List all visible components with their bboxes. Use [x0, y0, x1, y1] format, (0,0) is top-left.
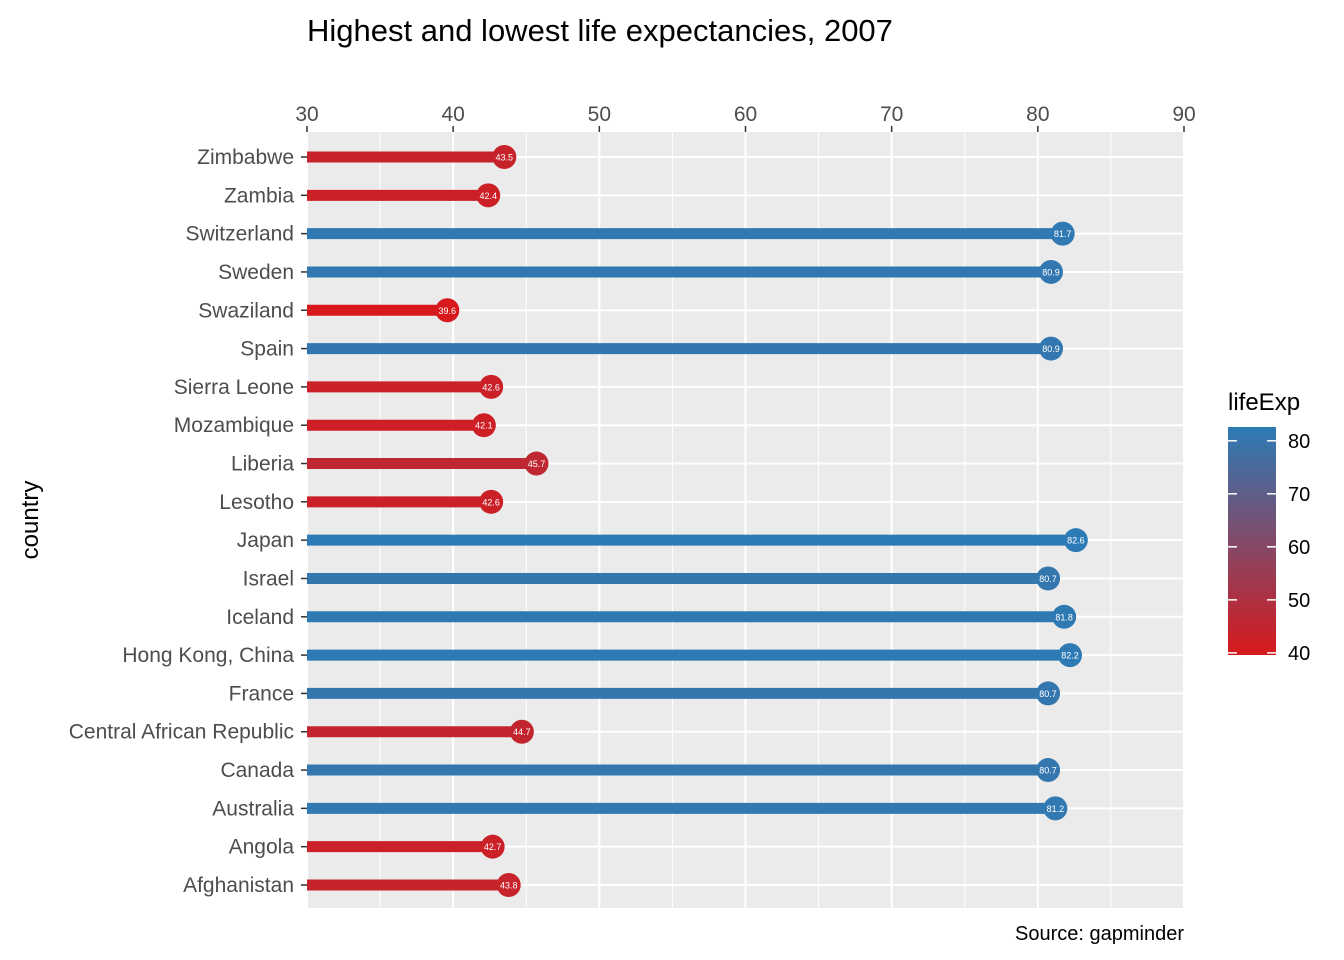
- legend-tick-label: 60: [1288, 537, 1310, 559]
- x-tick-label: 50: [588, 103, 611, 126]
- lollipop-dot: [496, 873, 521, 897]
- chart-title: Highest and lowest life expectancies, 20…: [307, 13, 893, 48]
- y-tick-label: Mozambique: [174, 414, 294, 437]
- y-tick-label: Afghanistan: [183, 874, 294, 897]
- lollipop-dot: [1057, 643, 1082, 668]
- major-gridlines-x: [306, 132, 1185, 908]
- lollipop-dot: [1050, 221, 1075, 246]
- y-tick-label: Canada: [220, 759, 294, 782]
- lollipop-dot: [1052, 604, 1077, 629]
- y-axis: Zimbabwe Zambia Switzerland Sweden Swaziland…: [69, 146, 307, 897]
- y-tick-label: Sweden: [218, 261, 294, 284]
- lollipop-dot: [1036, 566, 1061, 591]
- lollipop-dot: [1038, 336, 1063, 361]
- y-tick-label: Liberia: [231, 453, 294, 476]
- legend-tick-label: 70: [1288, 484, 1310, 506]
- y-axis-title: country: [17, 481, 44, 560]
- x-tick-label: 60: [734, 103, 757, 126]
- y-tick-label: France: [229, 682, 294, 705]
- y-tick-label: Angola: [229, 836, 295, 859]
- lollipop-dot: [524, 451, 549, 476]
- lollipop-dot: [1063, 528, 1088, 553]
- x-tick-label: 40: [441, 103, 464, 126]
- lollipop-marks: 43.5 42.4 81.7 80.9 39.6 80.9 42.6 42.1 45.7 42.6…: [307, 145, 1088, 897]
- data-label: 80.9: [1042, 267, 1060, 277]
- data-label: 80.7: [1039, 766, 1057, 776]
- y-tick-label: Lesotho: [219, 491, 294, 514]
- lollipop-dot: [492, 145, 517, 169]
- y-tick-label: Switzerland: [185, 223, 294, 246]
- y-tick-label: Israel: [243, 567, 294, 590]
- y-tick-label: Japan: [237, 529, 294, 552]
- lollipop-dot: [476, 183, 501, 208]
- data-label: 42.7: [484, 842, 502, 852]
- legend-title: lifeExp: [1228, 389, 1300, 416]
- data-label: 80.7: [1039, 689, 1057, 699]
- lollipop-dot: [1036, 758, 1061, 783]
- y-tick-label: Swaziland: [198, 299, 294, 322]
- lollipop-dot: [435, 298, 460, 323]
- x-tick-label: 30: [295, 103, 318, 126]
- data-label: 39.6: [439, 306, 457, 316]
- x-tick-label: 80: [1026, 103, 1049, 126]
- y-tick-label: Australia: [212, 797, 294, 820]
- data-label: 80.9: [1042, 344, 1060, 354]
- lollipop-dot: [471, 413, 496, 438]
- legend-tick-label: 40: [1288, 643, 1310, 665]
- minor-gridlines: [379, 132, 1112, 908]
- data-label: 81.2: [1047, 804, 1065, 814]
- y-tick-label: Iceland: [226, 606, 294, 629]
- lollipop-dot: [480, 834, 505, 859]
- y-tick-label: Sierra Leone: [174, 376, 294, 399]
- lollipop-dot: [1038, 259, 1063, 284]
- y-tick-label: Central African Republic: [69, 721, 294, 744]
- data-label: 81.8: [1055, 612, 1073, 622]
- lollipop-dot: [479, 489, 504, 514]
- data-label: 82.6: [1067, 536, 1085, 546]
- data-label: 43.5: [496, 153, 514, 163]
- data-label: 82.2: [1061, 651, 1079, 661]
- legend-tick-label: 80: [1288, 431, 1310, 453]
- lollipop-dot: [1043, 796, 1068, 821]
- data-label: 45.7: [528, 459, 546, 469]
- legend-colorbar: [1228, 427, 1276, 655]
- legend-tick-label: 50: [1288, 590, 1310, 612]
- lollipop-dot: [1036, 681, 1061, 706]
- data-label: 42.1: [475, 421, 493, 431]
- x-tick-label: 90: [1172, 103, 1195, 126]
- y-tick-label: Zimbabwe: [197, 146, 294, 169]
- y-tick-label: Hong Kong, China: [122, 644, 294, 667]
- lollipop-dot: [509, 719, 534, 744]
- data-label: 42.4: [479, 191, 497, 201]
- data-label: 44.7: [513, 727, 531, 737]
- x-tick-label: 70: [880, 103, 903, 126]
- color-legend: lifeExp 40 50 60 70 80: [1228, 389, 1310, 665]
- data-label: 81.7: [1054, 229, 1072, 239]
- lollipop-dot: [479, 374, 504, 399]
- data-label: 42.6: [482, 382, 500, 392]
- chart-caption: Source: gapminder: [1015, 923, 1184, 945]
- y-tick-label: Zambia: [224, 184, 294, 207]
- y-tick-label: Spain: [240, 338, 294, 361]
- legend-ticks: 40 50 60 70 80: [1228, 431, 1310, 665]
- data-label: 42.6: [482, 497, 500, 507]
- x-axis: 30 40 50 60 70 80 90: [295, 103, 1196, 132]
- data-label: 80.7: [1039, 574, 1057, 584]
- data-label: 43.8: [500, 881, 518, 891]
